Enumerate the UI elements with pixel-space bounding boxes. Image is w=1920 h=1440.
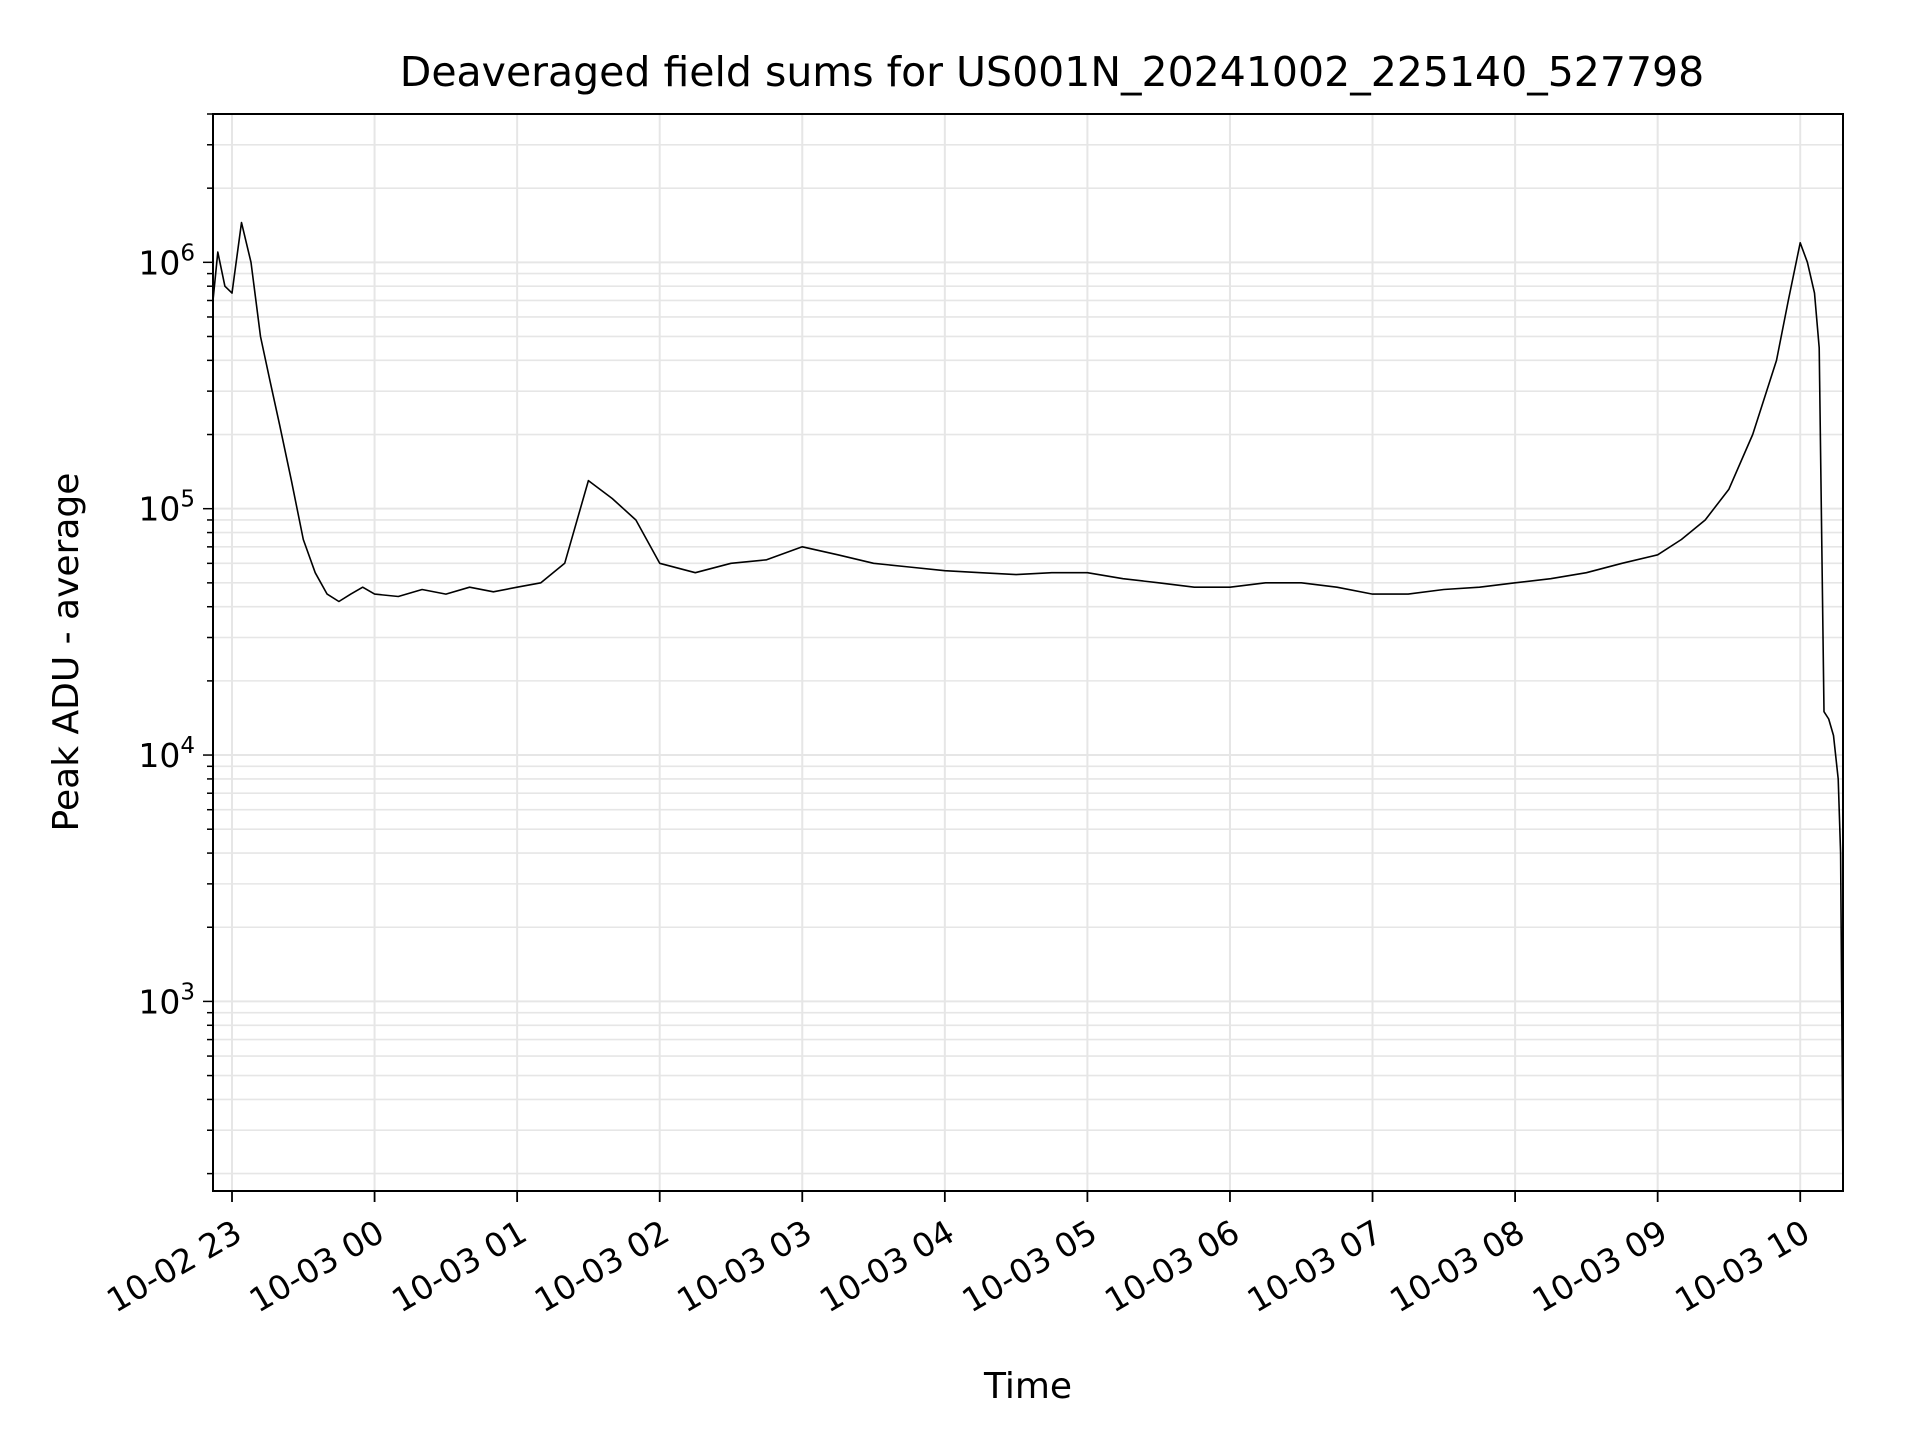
y-axis: 103 104 105 106 [138, 113, 213, 1175]
series-line [213, 221, 1843, 1174]
chart-title: Deaveraged field sums for US001N_2024100… [400, 48, 1704, 96]
grid-lines [213, 113, 1843, 1191]
plot-area [213, 221, 1843, 1174]
y-tick-label: 105 [138, 487, 195, 529]
y-tick-label: 106 [138, 240, 195, 282]
y-tick-label: 104 [138, 733, 195, 775]
x-axis-title: Time [983, 1366, 1072, 1407]
plot-frame [212, 113, 1844, 1192]
y-tick-label: 103 [138, 979, 195, 1021]
y-axis-title: Peak ADU - average [46, 473, 87, 832]
